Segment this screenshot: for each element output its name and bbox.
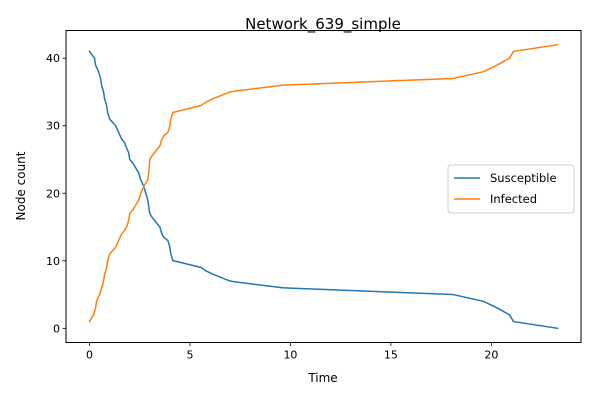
x-tick-label: 10 [283,349,297,362]
y-tick-label: 20 [46,187,60,200]
legend-label-infected: Infected [490,192,537,206]
legend-label-susceptible: Susceptible [490,171,557,185]
chart-title: Network_639_simple [245,15,401,34]
y-tick-label: 0 [53,322,60,335]
legend: Susceptible Infected [447,164,575,214]
x-tick-label: 5 [186,349,193,362]
y-axis: 0 10 20 30 40 [46,52,66,335]
x-tick-label: 15 [384,349,398,362]
y-tick-label: 40 [46,52,60,65]
y-tick-label: 30 [46,120,60,133]
x-axis-label: Time [307,371,337,385]
series-line-susceptible [88,50,559,330]
plot-area [88,43,559,330]
series-line-infected [88,43,559,323]
x-tick-label: 0 [86,349,93,362]
x-axis: 0 5 10 15 20 [86,342,498,362]
y-axis-label: Node count [14,151,28,220]
legend-box [447,164,575,214]
x-tick-label: 20 [484,349,498,362]
y-tick-label: 10 [46,255,60,268]
plot-frame [65,30,582,343]
